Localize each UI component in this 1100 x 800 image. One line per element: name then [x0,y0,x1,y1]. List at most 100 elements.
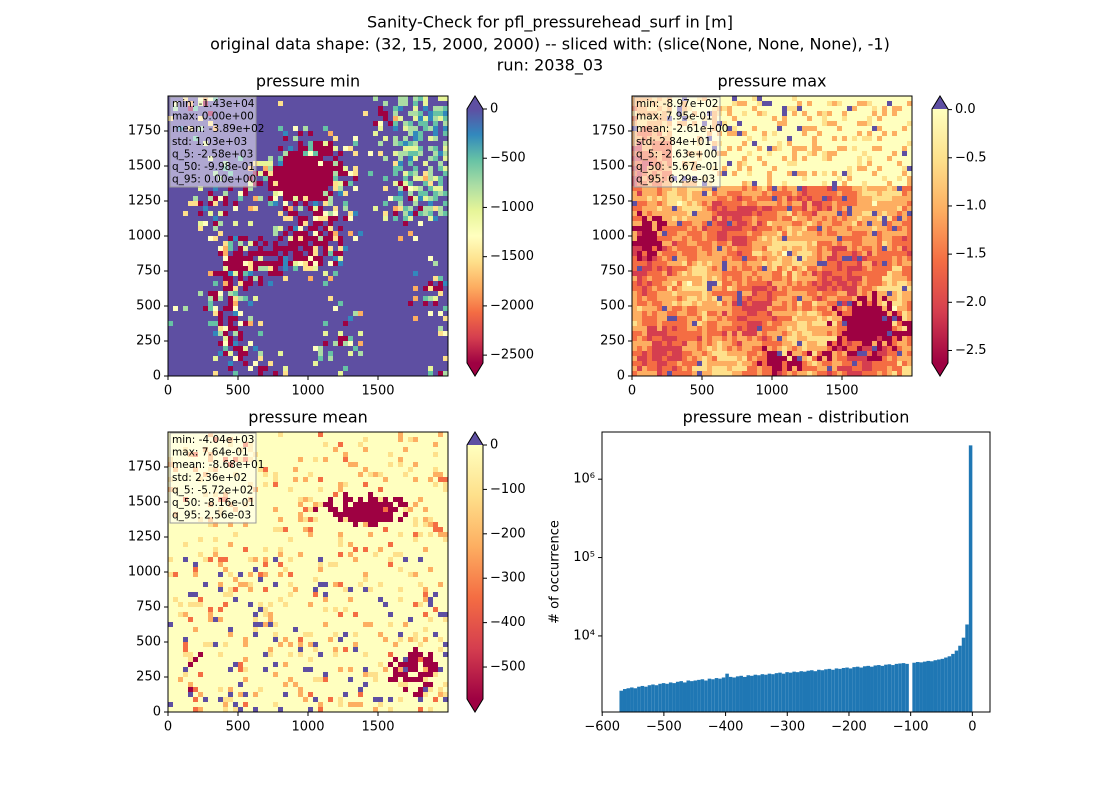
heatmap-cell [702,361,708,367]
heatmap-cell [228,361,234,367]
heatmap-cell [652,256,658,262]
heatmap-cell [682,321,688,327]
heatmap-cell [288,101,294,107]
heatmap-cell [368,126,374,132]
heatmap-cell [752,96,758,102]
heatmap-cell [263,186,269,192]
heatmap-cell [233,241,239,247]
heatmap-cell [358,221,364,227]
heatmap-cell [433,161,439,167]
heatmap-cell [393,316,399,322]
heatmap-cell [183,241,189,247]
heatmap-cell [233,256,239,262]
heatmap-cell [757,371,763,377]
heatmap-cell [328,181,334,187]
heatmap-cell [338,111,344,117]
heatmap-cell [368,266,374,272]
heatmap-cell [368,211,374,217]
heatmap-cell [178,316,184,322]
heatmap-cell [767,261,773,267]
heatmap-cell [667,211,673,217]
heatmap-cell [757,141,763,147]
heatmap-cell [687,216,693,222]
heatmap-cell [782,281,788,287]
heatmap-cell [398,111,404,117]
heatmap-cell [313,191,319,197]
heatmap-cell [268,351,274,357]
heatmap-cell [438,311,444,317]
heatmap-cell [293,271,299,277]
heatmap-cell [752,156,758,162]
heatmap-cell [183,321,189,327]
heatmap-cell [388,201,394,207]
heatmap-cell [777,121,783,127]
heatmap-cell [338,281,344,287]
heatmap-cell [413,216,419,222]
heatmap-cell [268,141,274,147]
heatmap-cell [757,151,763,157]
heatmap-cell [323,311,329,317]
heatmap-cell [697,196,703,202]
heatmap-cell [178,261,184,267]
heatmap-cell [732,166,738,172]
heatmap-cell [737,366,743,372]
heatmap-cell [403,126,409,132]
heatmap-cell [228,366,234,372]
heatmap-cell [717,366,723,372]
heatmap-cell [707,226,713,232]
heatmap-cell [762,346,768,352]
heatmap-cell [692,256,698,262]
heatmap-cell [632,276,638,282]
heatmap-cell [632,246,638,252]
heatmap-cell [737,131,743,137]
heatmap-cell [428,196,434,202]
heatmap-cell [742,301,748,307]
heatmap-cell [293,116,299,122]
heatmap-cell [438,266,444,272]
heatmap-cell [772,201,778,207]
heatmap-cell [258,141,264,147]
heatmap-cell [348,131,354,137]
heatmap-cell [767,301,773,307]
heatmap-cell [328,131,334,137]
heatmap-cell [782,131,788,137]
heatmap-cell [777,371,783,377]
heatmap-cell [283,271,289,277]
heatmap-cell [767,191,773,197]
heatmap-cell [298,316,304,322]
heatmap-cell [687,226,693,232]
heatmap-cell [732,286,738,292]
heatmap-cell [278,356,284,362]
heatmap-cell [193,191,199,197]
heatmap-cell [343,351,349,357]
heatmap-cell [747,371,753,377]
heatmap-cell [647,336,653,342]
heatmap-cell [702,321,708,327]
heatmap-cell [772,306,778,312]
heatmap-cell [348,291,354,297]
heatmap-cell [333,356,339,362]
heatmap-cell [368,321,374,327]
heatmap-cell [358,151,364,157]
heatmap-cell [323,256,329,262]
heatmap-cell [258,206,264,212]
heatmap-cell [672,241,678,247]
heatmap-cell [752,371,758,377]
heatmap-cell [433,211,439,217]
heatmap-cell [223,206,229,212]
heatmap-cell [687,301,693,307]
heatmap-cell [283,361,289,367]
heatmap-cell [333,316,339,322]
heatmap-cell [338,331,344,337]
heatmap-cell [283,156,289,162]
heatmap-cell [438,111,444,117]
heatmap-cell [323,131,329,137]
heatmap-cell [263,121,269,127]
heatmap-cell [363,171,369,177]
heatmap-cell [742,321,748,327]
heatmap-cell [428,356,434,362]
heatmap-cell [438,126,444,132]
heatmap-cell [662,301,668,307]
heatmap-cell [253,241,259,247]
heatmap-cell [767,356,773,362]
